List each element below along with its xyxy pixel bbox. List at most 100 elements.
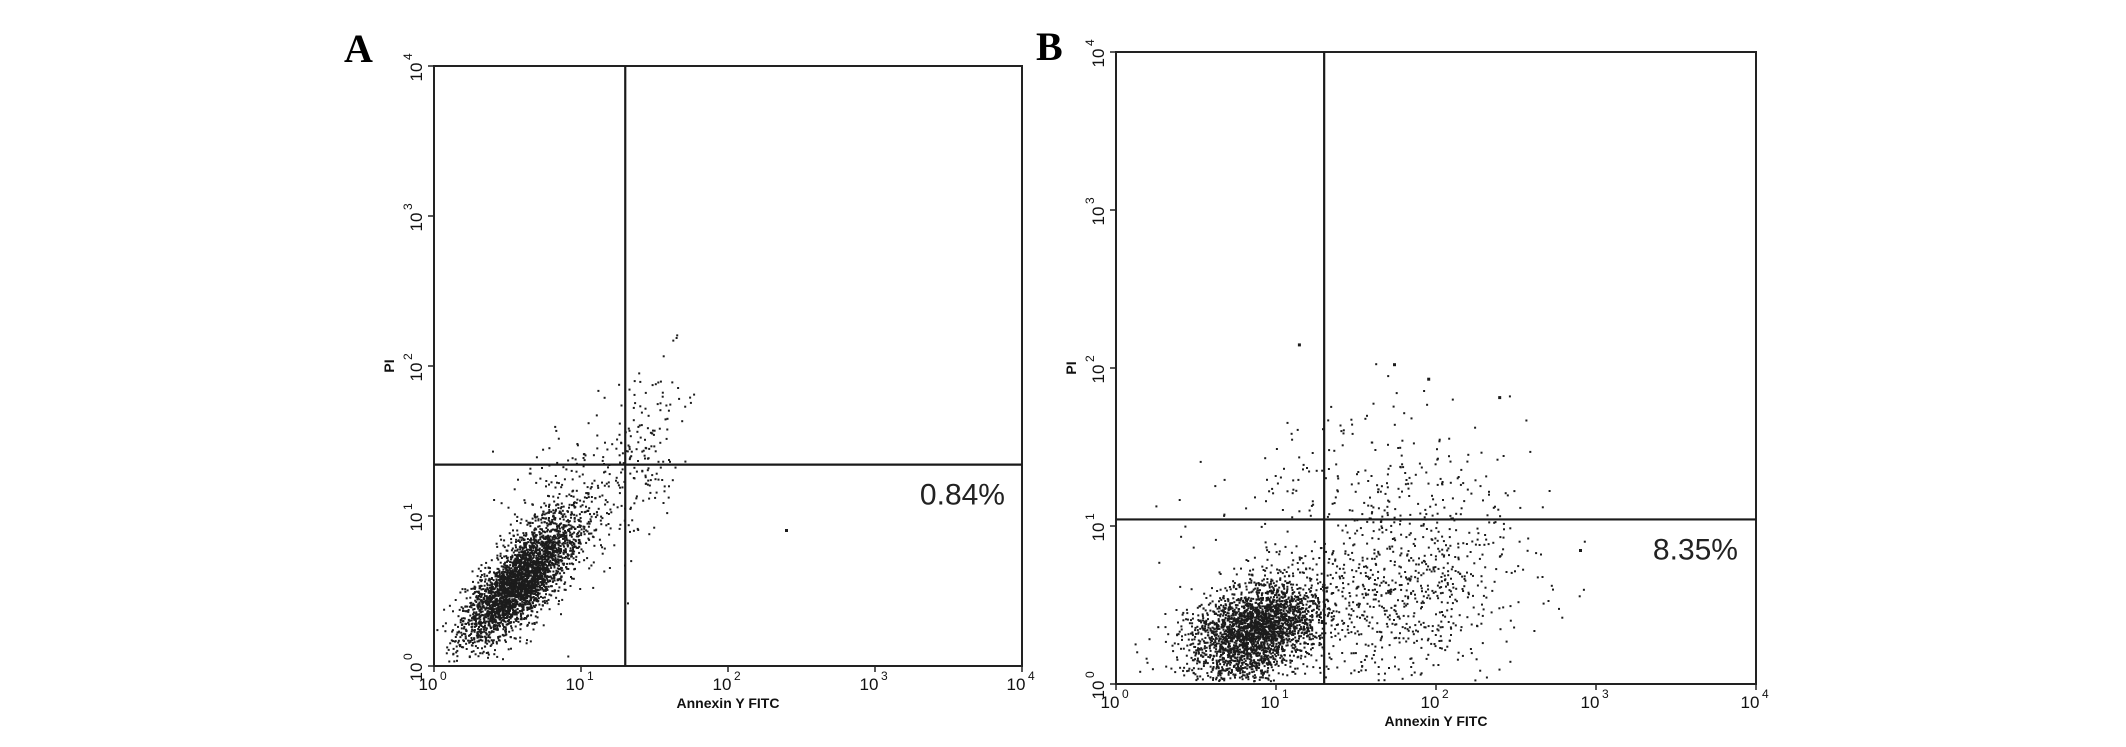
event-dot: [659, 402, 662, 405]
event-dot: [485, 632, 488, 635]
event-dot: [592, 561, 595, 564]
event-dot: [527, 548, 530, 551]
event-dot: [1247, 605, 1250, 607]
event-dot: [1270, 666, 1273, 669]
event-dot: [506, 576, 509, 579]
event-dot: [1204, 636, 1207, 639]
event-dot: [526, 599, 529, 602]
event-dot: [503, 546, 506, 549]
event-dot: [638, 372, 641, 375]
event-dot: [1191, 632, 1194, 635]
event-dot: [1260, 676, 1263, 679]
event-dot: [573, 520, 576, 523]
event-dot: [668, 459, 670, 461]
event-dot: [1285, 571, 1288, 573]
event-dot: [506, 615, 508, 618]
y-tick-label-group: 100: [401, 653, 426, 681]
event-dot: [1297, 609, 1300, 612]
event-dot: [540, 540, 543, 543]
event-dot: [543, 521, 546, 524]
event-dot: [1177, 621, 1179, 624]
event-dot: [632, 529, 635, 532]
event-dot: [572, 543, 575, 546]
event-dot: [667, 496, 670, 499]
event-dot: [1239, 665, 1242, 668]
event-dot: [493, 653, 496, 656]
event-dot: [1213, 621, 1216, 624]
event-dot: [481, 621, 484, 624]
event-dot: [530, 559, 533, 562]
event-dot: [507, 544, 510, 547]
event-dot: [453, 660, 456, 663]
event-dot: [563, 583, 566, 585]
event-dot: [1205, 660, 1208, 663]
event-dot: [1240, 567, 1242, 570]
event-dot: [501, 619, 504, 622]
event-dot: [554, 510, 557, 513]
event-dot: [1267, 612, 1270, 615]
event-dot: [1267, 635, 1269, 638]
event-dot: [1250, 659, 1253, 662]
event-dot: [539, 564, 542, 567]
event-dot: [1294, 607, 1296, 610]
event-dot: [576, 444, 579, 447]
event-dot: [479, 608, 481, 611]
event-dot: [1298, 556, 1301, 559]
event-dot: [628, 429, 631, 432]
event-dot: [549, 564, 552, 567]
event-dot: [466, 610, 469, 613]
event-dot: [1229, 608, 1232, 611]
event-dot: [502, 600, 505, 603]
event-dot: [1317, 597, 1319, 599]
event-dot: [1235, 667, 1238, 670]
event-dot: [529, 564, 532, 566]
event-dot: [490, 587, 493, 590]
event-dot: [479, 609, 482, 612]
event-dot: [1293, 632, 1296, 635]
event-dot: [618, 383, 621, 386]
event-dot: [552, 570, 555, 573]
event-dot: [608, 533, 611, 536]
event-dot: [1259, 636, 1262, 639]
event-dot: [1287, 596, 1290, 599]
event-dot: [543, 561, 546, 563]
event-dot: [612, 503, 615, 506]
event-dot: [546, 565, 549, 568]
event-dot: [480, 600, 483, 603]
event-dot: [567, 544, 570, 547]
event-dot: [458, 630, 460, 633]
event-dot: [534, 589, 537, 591]
event-dot: [486, 588, 489, 591]
event-dot: [509, 609, 511, 612]
event-dot: [1202, 617, 1205, 620]
event-dot: [481, 614, 484, 616]
event-dot: [1239, 648, 1241, 651]
event-dot: [563, 537, 566, 540]
event-dot: [590, 486, 593, 488]
x-tick-exponent: 2: [734, 669, 741, 683]
event-dot: [527, 557, 530, 560]
event-dot: [547, 523, 550, 526]
event-dot: [460, 606, 463, 609]
y-tick-label-group: 101: [401, 503, 426, 531]
event-dot: [1292, 575, 1295, 578]
event-dot: [661, 395, 664, 398]
event-dot: [573, 501, 576, 504]
event-dot: [601, 459, 604, 462]
event-dot: [559, 534, 562, 537]
event-dot: [507, 559, 510, 562]
event-dot: [445, 652, 448, 655]
event-dot: [1261, 608, 1264, 611]
event-dot: [585, 541, 588, 544]
event-dot: [504, 583, 507, 586]
event-dot: [479, 621, 482, 624]
event-dot: [541, 514, 544, 517]
event-dot: [529, 570, 532, 573]
event-dot: [1261, 674, 1264, 677]
event-dot: [1295, 650, 1297, 653]
event-dot: [561, 516, 564, 518]
event-dot: [559, 577, 562, 580]
event-dot: [1273, 599, 1276, 602]
event-dot: [492, 596, 495, 599]
event-dot: [487, 566, 490, 569]
